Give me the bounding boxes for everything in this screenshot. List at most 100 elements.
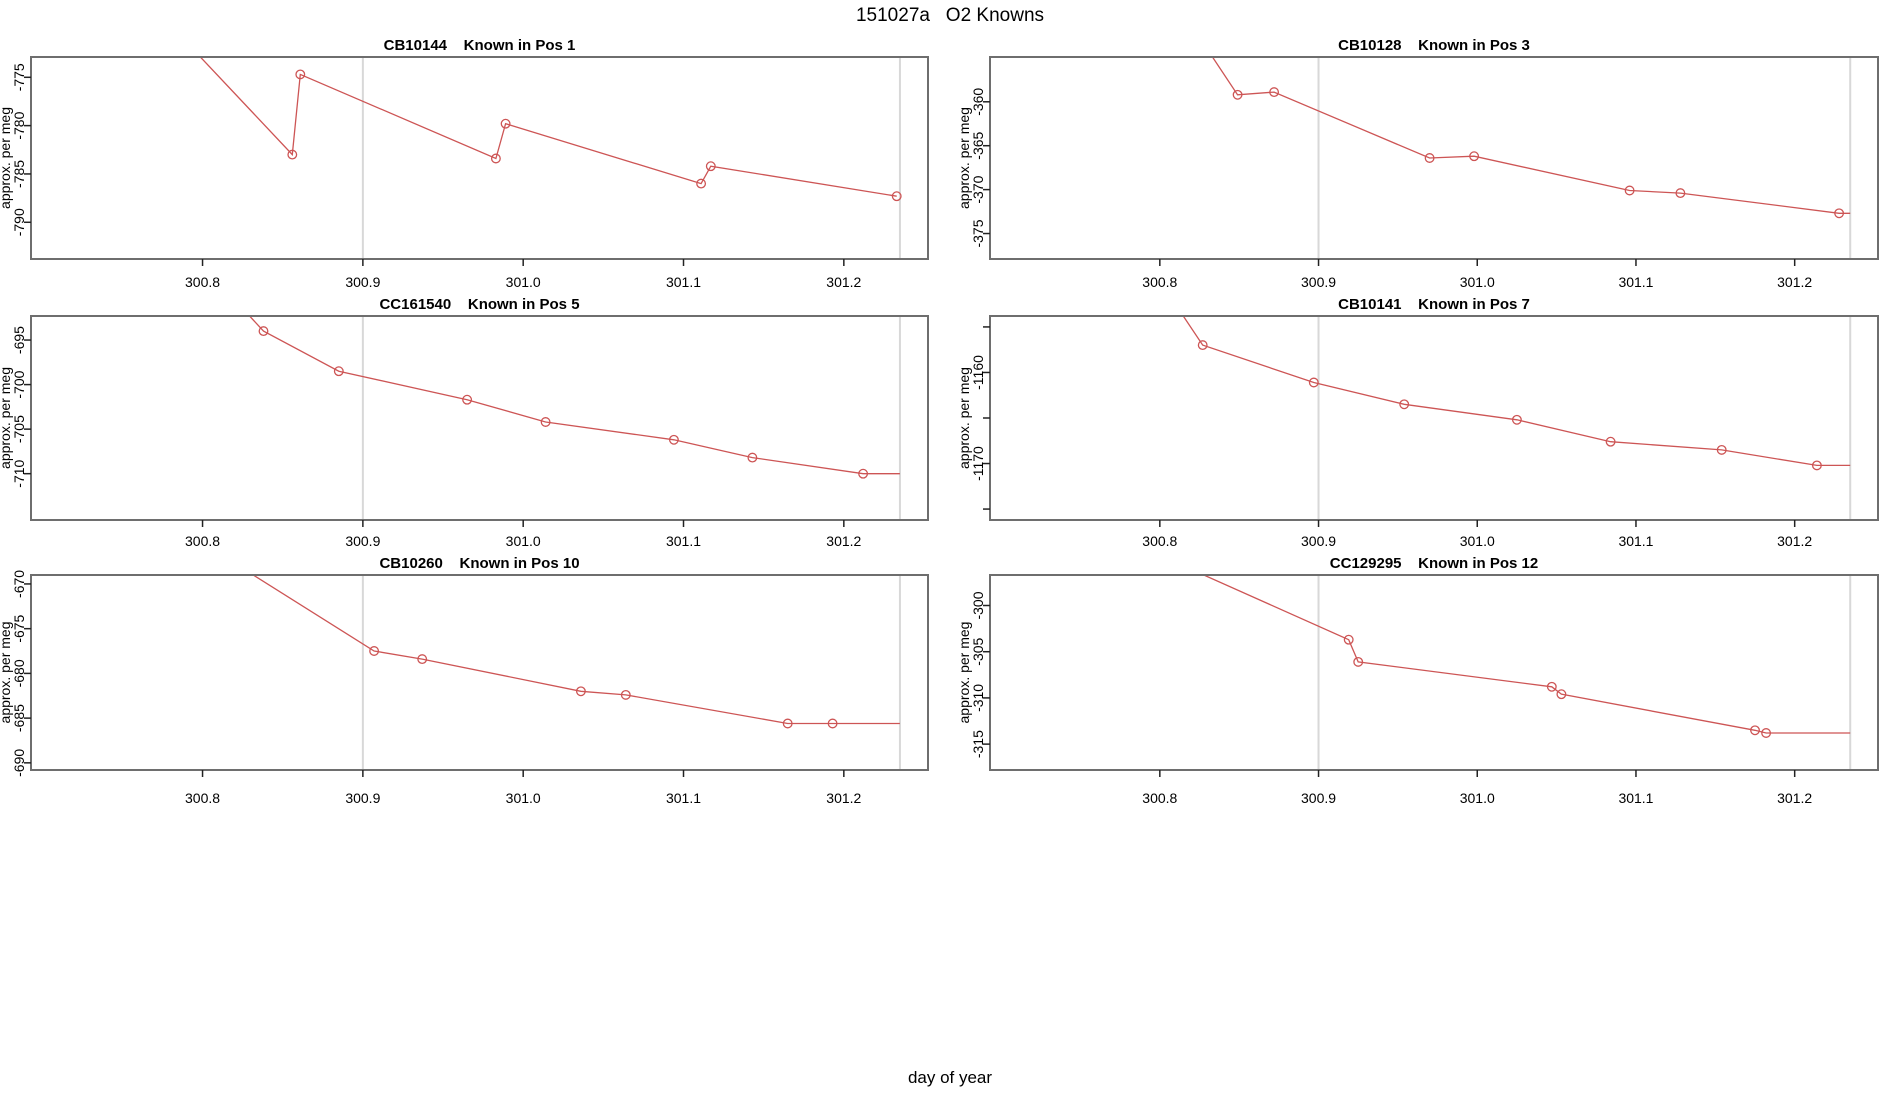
y-tick-label: -300 <box>970 591 986 619</box>
data-point-marker <box>1469 151 1480 162</box>
series-line <box>199 57 897 197</box>
plot-box <box>30 574 929 771</box>
x-tick-label: 301.2 <box>826 274 861 290</box>
data-point-marker <box>1343 634 1354 645</box>
data-point-marker <box>782 718 793 729</box>
panel-CB10128: 300.8 300.9 301.0 301.1 301.2 -360 -365 -370 -37… <box>956 37 1879 290</box>
data-point-marker <box>668 434 679 445</box>
x-tick-label: 300.8 <box>1142 533 1177 549</box>
y-axis-label: approx. per meg <box>956 107 972 209</box>
x-tick-label: 300.8 <box>1142 790 1177 806</box>
x-tick-label: 301.1 <box>666 790 701 806</box>
y-tick-label: -315 <box>970 730 986 758</box>
x-tick-label: 301.1 <box>1618 790 1653 806</box>
x-tick-label: 301.0 <box>506 790 541 806</box>
x-tick-label: 300.8 <box>185 533 220 549</box>
panel-CC161540: 300.8 300.9 301.0 301.1 301.2 -695 -700 -705 -71… <box>0 296 929 549</box>
panel-title: CB10128 Known in Pos 3 <box>1338 37 1530 54</box>
y-tick-label: -790 <box>11 208 27 236</box>
y-tick-label: -310 <box>970 684 986 712</box>
data-point-marker <box>1424 153 1435 163</box>
panel-CC129295: 300.8 300.9 301.0 301.1 301.2 -300 -305 -310 -31… <box>956 555 1879 806</box>
y-tick-label: -775 <box>11 63 27 91</box>
data-point-marker <box>858 468 869 479</box>
x-tick-label: 301.0 <box>506 533 541 549</box>
y-tick-label: -1170 <box>970 446 986 481</box>
data-point-marker <box>1750 725 1760 736</box>
y-axis-label: approx. per meg <box>956 622 972 724</box>
plot-box <box>989 56 1879 260</box>
data-point-marker <box>295 69 306 80</box>
data-point-marker <box>1511 414 1522 425</box>
panel-title: CC161540 Known in Pos 5 <box>379 296 579 313</box>
data-point-marker <box>258 326 269 337</box>
x-tick-label: 301.2 <box>1777 790 1812 806</box>
y-tick-label: -695 <box>11 326 27 354</box>
y-tick-label: -685 <box>11 704 27 732</box>
plot-box <box>989 574 1879 771</box>
x-tick-label: 300.8 <box>1142 274 1177 290</box>
x-tick-label: 300.9 <box>1301 790 1336 806</box>
y-tick-label: -375 <box>970 219 986 247</box>
y-tick-label: -675 <box>11 614 27 642</box>
data-point-marker <box>620 689 631 700</box>
data-point-marker <box>462 394 473 405</box>
series-line <box>248 316 900 475</box>
data-point-marker <box>1761 728 1772 738</box>
x-tick-label: 301.2 <box>1777 274 1812 290</box>
data-point-marker <box>1353 656 1364 667</box>
data-point-marker <box>1269 87 1280 98</box>
panel-CB10144: 300.8 300.9 301.0 301.1 301.2 -775 -780 -785 -79… <box>0 37 929 290</box>
y-tick-label: -370 <box>970 175 986 203</box>
series-group <box>199 57 902 202</box>
data-point-marker <box>500 118 511 129</box>
panels-group: 300.8 300.9 301.0 301.1 301.2 -775 -780 -785 -79… <box>0 37 1879 806</box>
x-tick-label: 301.1 <box>1618 533 1653 549</box>
series-line <box>1182 316 1851 467</box>
data-point-marker <box>1232 89 1243 100</box>
data-point-marker <box>1197 340 1208 351</box>
main-title: 151027a O2 Knowns <box>856 5 1044 26</box>
x-tick-label: 301.1 <box>666 533 701 549</box>
y-tick-label: -690 <box>11 749 27 777</box>
data-point-marker <box>287 149 298 160</box>
series-group <box>1211 57 1851 219</box>
data-point-marker <box>417 654 428 665</box>
x-tick-label: 300.9 <box>345 790 380 806</box>
data-point-marker <box>540 417 551 427</box>
y-axis-label: approx. per meg <box>0 367 13 469</box>
x-tick-label: 301.2 <box>1777 533 1812 549</box>
x-tick-label: 301.0 <box>1460 274 1495 290</box>
x-tick-label: 301.1 <box>1618 274 1653 290</box>
panel-CB10260: 300.8 300.9 301.0 301.1 301.2 -670 -675 -680 -68… <box>0 555 929 806</box>
x-tick-label: 300.8 <box>185 790 220 806</box>
data-point-marker <box>1399 399 1410 410</box>
data-point-marker <box>891 191 902 202</box>
y-tick-label: -785 <box>11 160 27 188</box>
series-group <box>1182 316 1851 471</box>
series-line <box>1202 575 1851 734</box>
x-tick-label: 300.9 <box>345 274 380 290</box>
plot-box <box>30 315 929 521</box>
y-tick-label: -360 <box>970 88 986 116</box>
panel-title: CB10260 Known in Pos 10 <box>379 555 579 572</box>
y-tick-label: -710 <box>11 459 27 487</box>
x-axis-label: day of year <box>908 1068 992 1087</box>
y-axis-label: approx. per meg <box>0 107 13 209</box>
y-axis-label: approx. per meg <box>0 622 13 724</box>
x-tick-label: 301.0 <box>506 274 541 290</box>
data-point-marker <box>333 366 344 377</box>
y-tick-label: -670 <box>11 570 27 598</box>
y-tick-label: -700 <box>11 370 27 398</box>
data-point-marker <box>705 161 716 172</box>
plot-box <box>30 56 929 260</box>
x-tick-label: 300.9 <box>1301 533 1336 549</box>
x-tick-label: 301.0 <box>1460 790 1495 806</box>
y-tick-label: -305 <box>970 637 986 665</box>
y-tick-label: -780 <box>11 111 27 139</box>
data-point-marker <box>1624 185 1635 196</box>
x-tick-label: 301.1 <box>666 274 701 290</box>
y-tick-label: -705 <box>11 415 27 443</box>
panel-title: CB10141 Known in Pos 7 <box>1338 296 1530 313</box>
